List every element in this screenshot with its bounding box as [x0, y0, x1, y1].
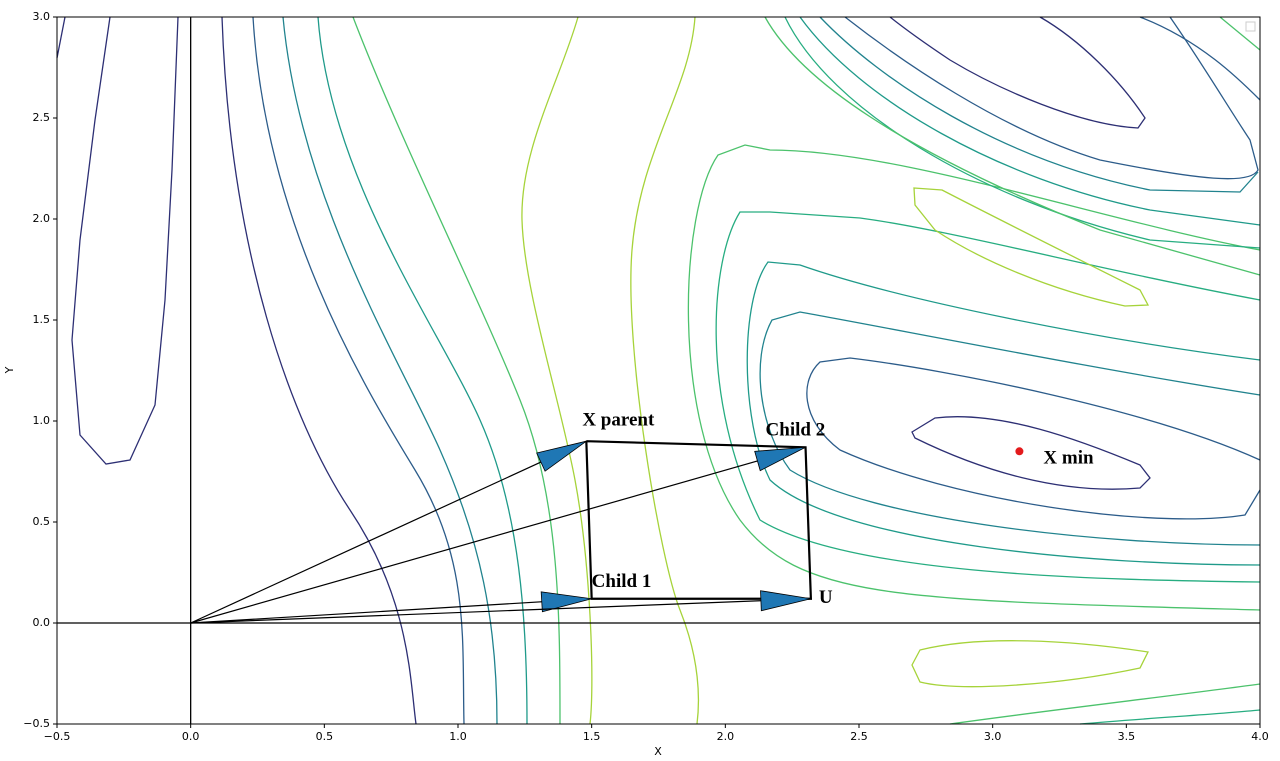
vector-line — [190, 446, 806, 624]
y-tick-label: −0.5 — [23, 717, 50, 730]
plot-frame — [56, 16, 1261, 725]
vector-line — [190, 598, 592, 624]
vector-label: X parent — [582, 410, 655, 431]
y-tick-label: 1.0 — [33, 414, 51, 427]
contour-line — [806, 357, 1261, 520]
contour-line — [913, 187, 1150, 307]
y-tick-label: 3.0 — [33, 10, 51, 23]
contour-line — [844, 16, 1259, 180]
contour-line — [715, 211, 1261, 583]
contour-line — [317, 16, 528, 725]
x-tick-label: 4.0 — [1251, 730, 1269, 743]
vector-line — [190, 440, 587, 624]
contour-line — [799, 16, 1261, 226]
vector-label: Child 1 — [592, 571, 652, 592]
contour-line — [252, 16, 465, 725]
contour-line — [759, 311, 1261, 546]
x-tick-label: 3.5 — [1118, 730, 1136, 743]
contour-line — [784, 16, 1261, 249]
arrow-head — [754, 446, 806, 472]
contour-line — [1219, 16, 1261, 51]
legend-box — [1245, 21, 1256, 32]
x-tick-label: −0.5 — [44, 730, 71, 743]
x-axis-label: X — [654, 745, 662, 758]
contour-line — [352, 16, 561, 725]
vector-label: Child 2 — [766, 420, 826, 441]
contour-line — [521, 16, 593, 725]
x-tick-label: 1.0 — [449, 730, 467, 743]
vector-line — [190, 598, 811, 624]
y-axis-label: Y — [3, 366, 16, 374]
contour-line — [764, 16, 1261, 276]
y-tick-label: 1.5 — [33, 313, 51, 326]
y-tick-label: 0.0 — [33, 616, 51, 629]
arrow-head — [536, 440, 587, 472]
x-tick-label: 0.0 — [182, 730, 200, 743]
contour-line — [282, 16, 498, 725]
x-tick-label: 1.5 — [583, 730, 601, 743]
contours — [56, 16, 1261, 725]
contour-line — [911, 416, 1151, 490]
y-tick-label: 2.5 — [33, 111, 51, 124]
contour-line — [889, 16, 1146, 129]
x-tick-label: 2.5 — [850, 730, 868, 743]
contour-line — [1079, 709, 1261, 725]
point-label: X min — [1043, 448, 1094, 469]
arrow-head — [760, 590, 811, 612]
contour-line — [819, 16, 1259, 193]
arrow-head — [540, 591, 592, 613]
contour-line — [221, 16, 417, 725]
contour-line — [1139, 16, 1261, 101]
x-tick-label: 0.5 — [316, 730, 334, 743]
x-tick-label: 3.0 — [984, 730, 1002, 743]
y-tick-label: 2.0 — [33, 212, 51, 225]
contour-line — [71, 16, 179, 465]
x-tick-label: 2.0 — [717, 730, 735, 743]
contour-line — [949, 683, 1261, 725]
contour-line — [746, 261, 1261, 566]
y-tick-label: 0.5 — [33, 515, 51, 528]
contour-line — [56, 16, 66, 59]
contour-line — [630, 16, 700, 725]
contour-line — [911, 640, 1149, 688]
point — [1015, 447, 1024, 456]
vector-label: U — [819, 587, 833, 608]
